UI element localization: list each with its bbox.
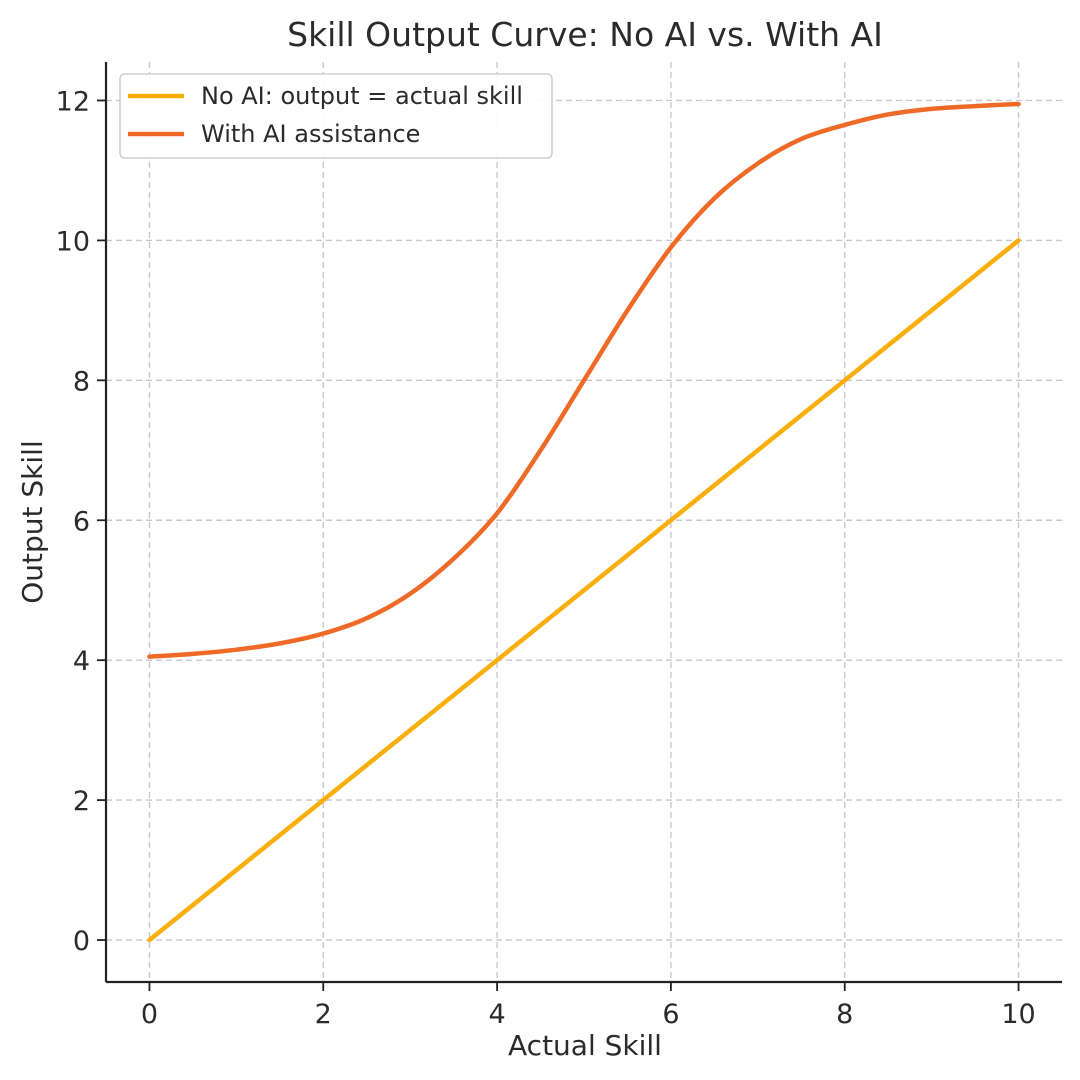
legend-label-with-ai: With AI assistance [201, 120, 420, 148]
tick-labels: 0 2 4 6 8 10 0 2 4 6 8 10 12 [56, 86, 1036, 1030]
y-tick-label-10: 10 [56, 226, 90, 257]
x-tick-label-0: 0 [141, 999, 158, 1030]
legend: No AI: output = actual skill With AI ass… [119, 73, 553, 159]
x-tick-label-10: 10 [1001, 999, 1035, 1030]
x-axis-label: Actual Skill [508, 1029, 662, 1062]
y-tick-label-6: 6 [73, 506, 90, 537]
x-tick-label-6: 6 [662, 999, 679, 1030]
x-tick-label-8: 8 [836, 999, 853, 1030]
chart-title: Skill Output Curve: No AI vs. With AI [287, 15, 883, 54]
axes [97, 62, 1062, 991]
y-tick-label-4: 4 [73, 646, 90, 677]
series-line-no-ai [147, 238, 1021, 943]
x-tick-label-4: 4 [488, 999, 505, 1030]
y-tick-label-0: 0 [73, 926, 90, 957]
series-line-with-ai [147, 101, 1021, 659]
y-axis-label: Output Skill [16, 440, 49, 604]
legend-box [119, 73, 553, 159]
x-tick-label-2: 2 [315, 999, 332, 1030]
series-lines [147, 101, 1021, 943]
grid-lines [106, 62, 1062, 982]
legend-label-no-ai: No AI: output = actual skill [201, 82, 523, 110]
y-tick-label-2: 2 [73, 786, 90, 817]
y-tick-label-12: 12 [56, 86, 90, 117]
y-tick-label-8: 8 [73, 366, 90, 397]
